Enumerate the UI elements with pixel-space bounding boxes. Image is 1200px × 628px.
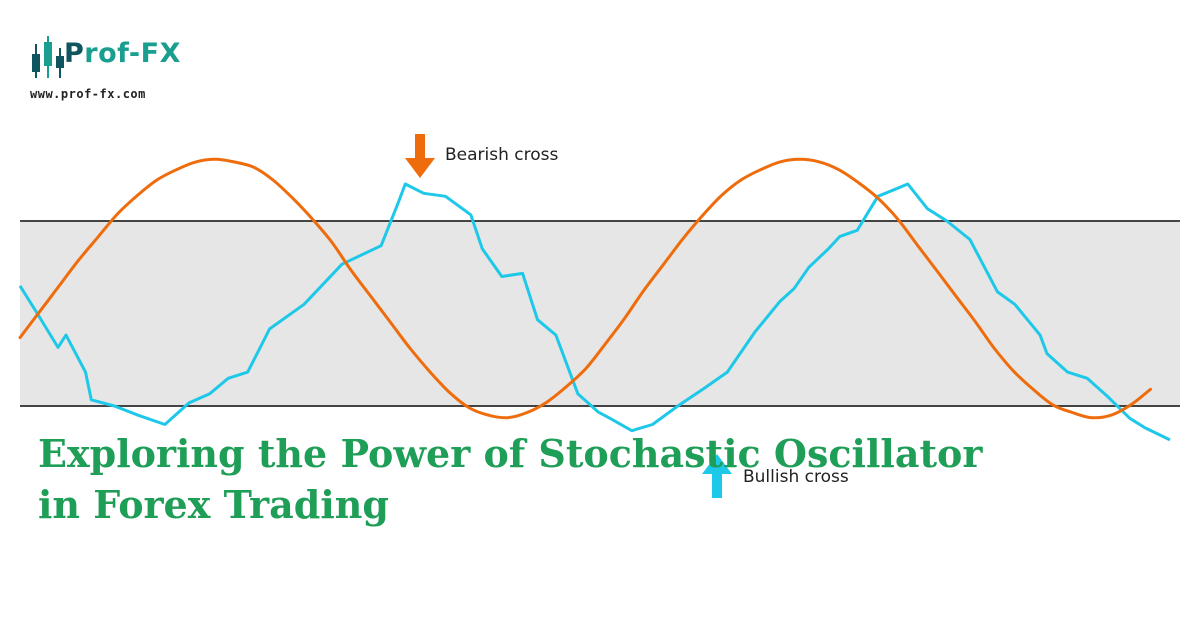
headline: Exploring the Power of Stochastic Oscill… [38, 428, 982, 530]
slow-line-d [18, 157, 1152, 420]
bearish-cross-label: Bearish cross [445, 145, 559, 165]
logo-wordmark: Prof-FX [64, 38, 181, 69]
logo-wordmark-prefix: P [64, 38, 85, 69]
logo-url: www.prof-fx.com [30, 87, 146, 101]
overbought-oversold-band [20, 221, 1180, 406]
headline-line-1: Exploring the Power of Stochastic Oscill… [38, 431, 983, 476]
bearish-arrow-icon [405, 134, 435, 178]
prof-fx-logo: Prof-FX www.prof-fx.com [28, 34, 208, 104]
bullish-arrow-icon [702, 454, 732, 498]
fast-line-k [18, 182, 1171, 442]
headline-line-2: in Forex Trading [38, 482, 389, 527]
logo-wordmark-rest: rof-FX [84, 38, 181, 69]
candlestick-logo-icon [32, 36, 64, 78]
bullish-cross-label: Bullish cross [743, 467, 849, 487]
